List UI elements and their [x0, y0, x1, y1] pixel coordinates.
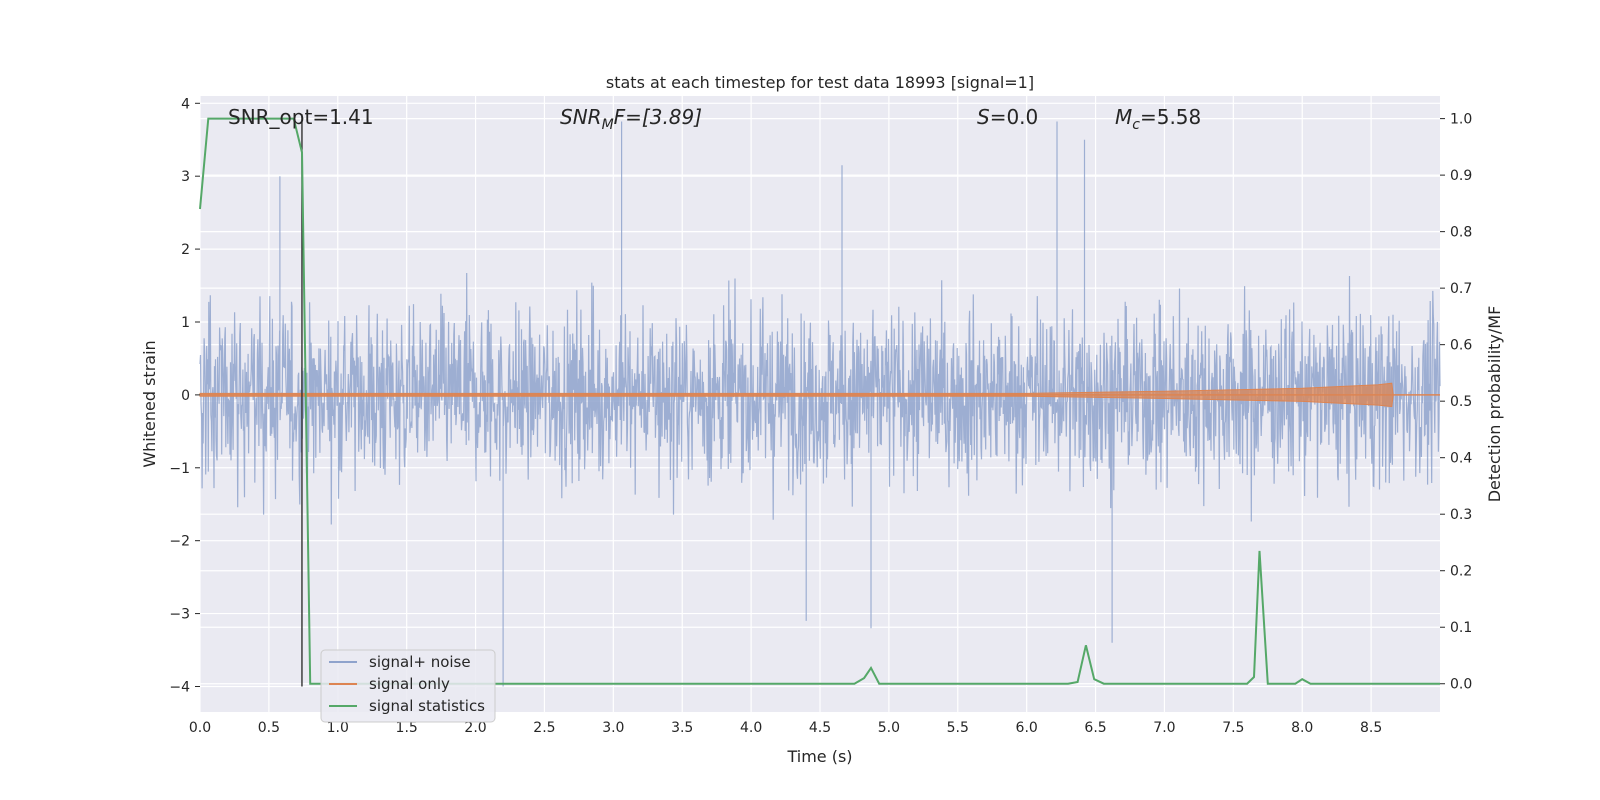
annotation-snr-opt: SNR_opt=1.41 — [228, 105, 374, 129]
right-y-tick-label: 0.2 — [1450, 564, 1472, 580]
series-signal-noise — [199, 121, 1441, 687]
legend-label-signal-statistics: signal statistics — [369, 697, 485, 715]
left-y-axis-label: Whitened strain — [140, 340, 159, 467]
right-y-tick-label: 0.0 — [1450, 677, 1472, 693]
series-signal-statistics — [199, 117, 1440, 685]
x-tick-label: 4.0 — [740, 720, 762, 736]
x-tick-label: 3.0 — [602, 720, 624, 736]
left-y-tick-label: 4 — [181, 96, 190, 112]
series-line-signal-statistics — [199, 117, 1440, 685]
series-signal-only — [199, 382, 1440, 408]
series-line-signal-noise — [199, 121, 1441, 687]
right-y-axis-label: Detection probability/MF — [1485, 306, 1504, 503]
left-y-tick-label: −4 — [169, 679, 190, 695]
right-y-tick-label: 0.7 — [1450, 281, 1472, 297]
right-y-tick-label: 0.3 — [1450, 507, 1472, 523]
left-y-tick-label: −1 — [169, 461, 190, 477]
right-y-axis-ticks: 1.0 0.9 0.8 0.7 0.6 0.5 0.4 0.3 0.2 0.1 0.0 — [1440, 112, 1472, 693]
x-tick-label: 7.5 — [1222, 720, 1244, 736]
x-tick-label: 5.0 — [878, 720, 900, 736]
right-y-tick-label: 1.0 — [1450, 112, 1472, 128]
annotation-mc: Mc=5.58 — [1115, 105, 1201, 133]
legend-label-signal-only: signal only — [369, 675, 450, 693]
chart-title: stats at each timestep for test data 189… — [606, 73, 1034, 92]
x-axis-label: Time (s) — [786, 747, 852, 766]
right-y-tick-label: 0.4 — [1450, 451, 1472, 467]
x-tick-label: 7.0 — [1153, 720, 1175, 736]
left-y-tick-label: −3 — [169, 607, 190, 623]
left-y-tick-label: 1 — [181, 315, 190, 331]
right-y-tick-label: 0.9 — [1450, 168, 1472, 184]
x-axis-ticks: 0.0 0.5 1.0 1.5 2.0 2.5 3.0 3.5 4.0 4.5 5.0 5.5 6.0 6… — [189, 720, 1382, 736]
x-tick-label: 1.5 — [396, 720, 418, 736]
x-tick-label: 8.0 — [1291, 720, 1313, 736]
left-y-tick-label: 0 — [181, 388, 190, 404]
x-tick-label: 8.5 — [1360, 720, 1382, 736]
x-tick-label: 0.5 — [258, 720, 280, 736]
x-tick-label: 0.0 — [189, 720, 211, 736]
x-tick-label: 2.5 — [533, 720, 555, 736]
right-y-tick-label: 0.8 — [1450, 225, 1472, 241]
legend-box — [320, 649, 496, 723]
x-tick-label: 6.5 — [1084, 720, 1106, 736]
left-y-tick-label: 3 — [181, 169, 190, 185]
left-y-tick-label: 2 — [181, 242, 190, 258]
legend-label-signal-noise: signal+ noise — [369, 653, 471, 671]
x-tick-label: 5.5 — [947, 720, 969, 736]
x-tick-label: 6.0 — [1016, 720, 1038, 736]
left-y-tick-label: −2 — [169, 534, 190, 550]
right-y-tick-label: 0.5 — [1450, 394, 1472, 410]
right-y-tick-label: 0.6 — [1450, 338, 1472, 354]
x-tick-label: 3.5 — [671, 720, 693, 736]
x-tick-label: 2.0 — [464, 720, 486, 736]
right-y-tick-label: 0.1 — [1450, 620, 1472, 636]
annotation-s: S=0.0 — [977, 105, 1038, 129]
x-tick-label: 4.5 — [809, 720, 831, 736]
x-tick-label: 1.0 — [327, 720, 349, 736]
legend: signal+ noise signal only signal statist… — [320, 649, 496, 723]
annotation-snr-mf: SNRMF=[3.89] — [560, 105, 702, 133]
left-y-axis-ticks: 4 3 2 1 0 −1 −2 −3 −4 — [169, 96, 200, 695]
